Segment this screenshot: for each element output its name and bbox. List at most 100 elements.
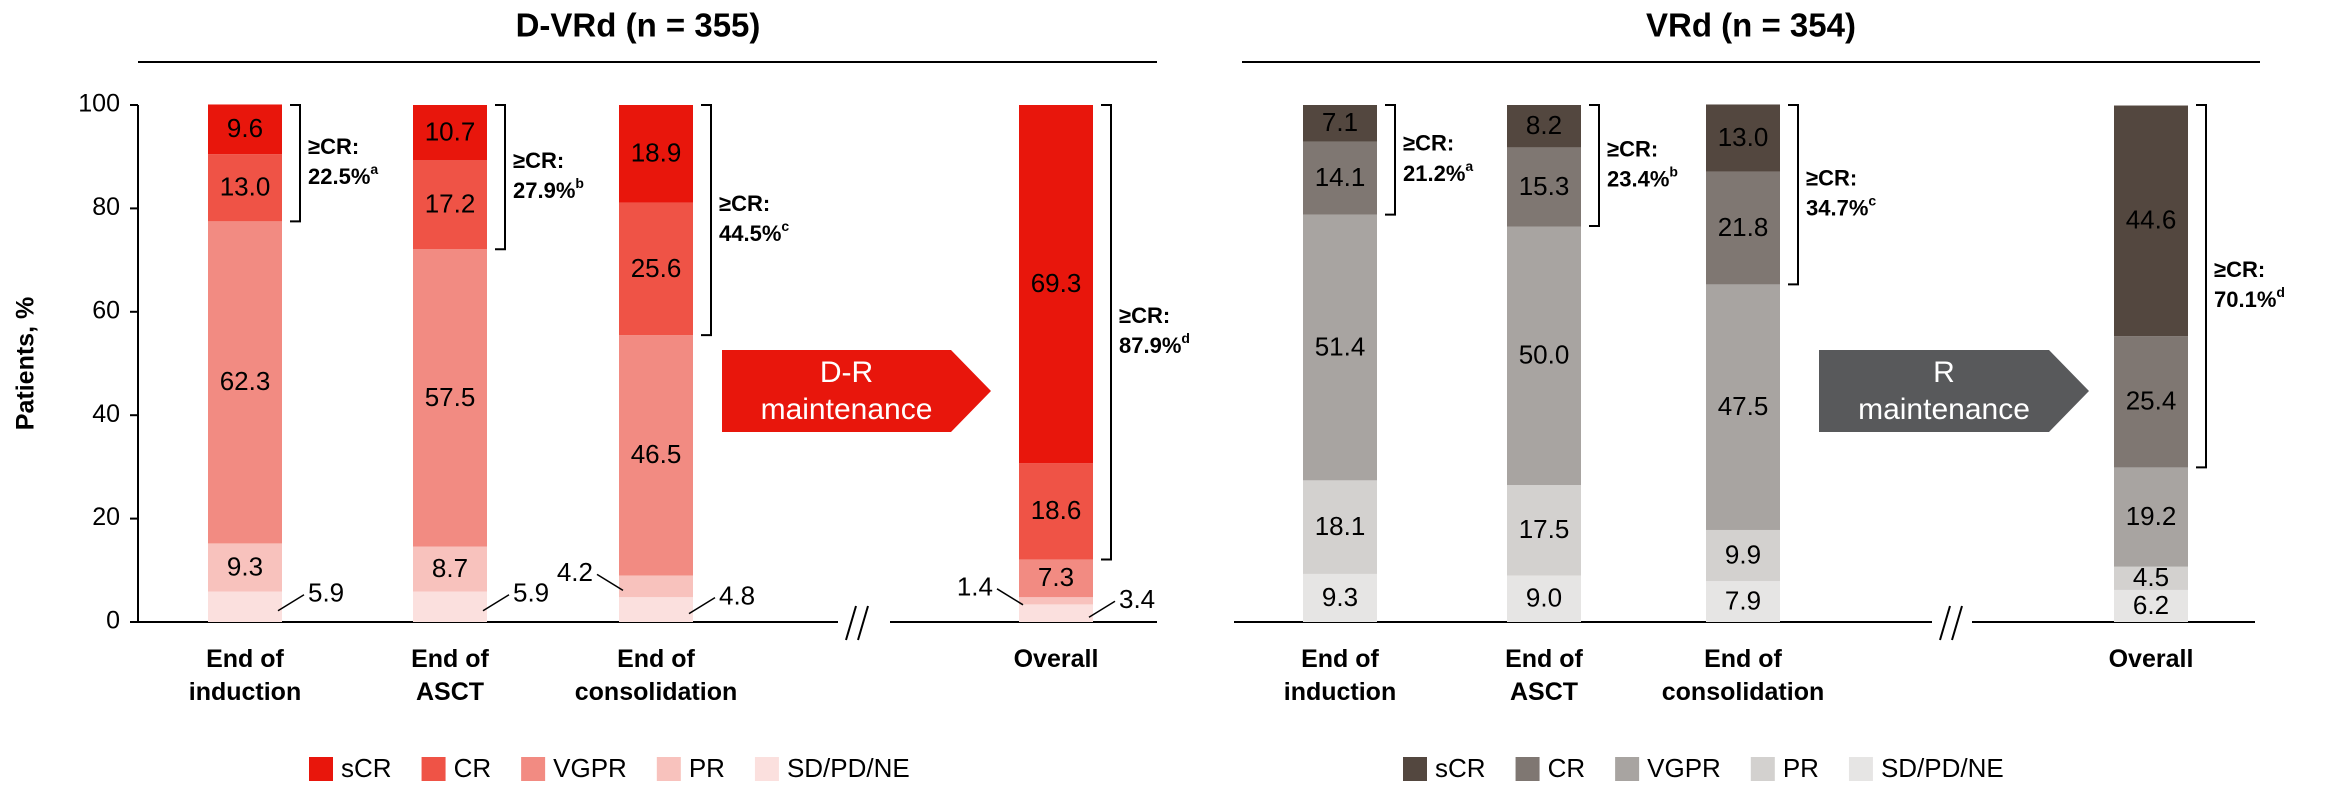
bar-segment [1019, 597, 1093, 605]
bar-segment [1507, 105, 1581, 148]
bar-segment [2114, 589, 2188, 622]
bracket-value: 27.9%b [513, 175, 584, 203]
bar-segment [2114, 467, 2188, 567]
legend-swatch [421, 757, 446, 781]
bracket-value-text: 21.2% [1403, 161, 1465, 186]
x-tick-label-box: End of consolidation [1661, 645, 1825, 706]
bar-segment [413, 591, 487, 622]
bracket-value: 87.9%d [1119, 330, 1190, 358]
data-label: 18.1 [1315, 511, 1366, 541]
data-label: 44.6 [2126, 205, 2177, 235]
data-label: 1.4 [957, 572, 993, 602]
x-tick-label: End of induction [188, 645, 302, 706]
bracket-value: 70.1%d [2214, 284, 2285, 312]
cr-bracket [1589, 104, 1600, 227]
leader-line [596, 573, 624, 591]
y-tick-label: 100 [78, 90, 120, 118]
y-tick-label: 80 [92, 193, 120, 221]
bracket-value-text: 23.4% [1607, 166, 1669, 191]
bracket-label: ≥CR: [1403, 131, 1454, 156]
leader-line [688, 596, 716, 615]
bar-segment [619, 575, 693, 598]
x-tick-label-box: End of induction [1284, 645, 1396, 706]
bracket-label: ≥CR: [2214, 257, 2265, 282]
bracket-value-text: 34.7% [1806, 196, 1868, 221]
chart-title: D-VRd (n = 355) [516, 7, 761, 44]
data-label: 51.4 [1315, 331, 1366, 361]
bracket-value-text: 27.9% [513, 178, 575, 203]
bar-segment [1507, 484, 1581, 576]
legend-swatch [1848, 757, 1873, 781]
data-label: 47.5 [1718, 391, 1769, 421]
legend-label: PR [689, 753, 725, 783]
data-label: 9.9 [1725, 539, 1761, 569]
legend-label: PR [1783, 753, 1819, 783]
bar-segment [208, 591, 282, 622]
legend-swatch [656, 757, 681, 781]
bar-segment [1706, 581, 1780, 622]
bracket-value: 23.4%b [1607, 163, 1678, 191]
cr-bracket [2196, 104, 2207, 469]
bar-segment [208, 221, 282, 544]
data-label: 7.3 [1038, 562, 1074, 592]
x-tick-label-box: End of ASCT [1505, 645, 1583, 706]
maintenance-label: R maintenance [1858, 356, 2030, 426]
data-label: 4.8 [719, 580, 755, 610]
bar-segment [413, 249, 487, 547]
x-tick-label-box: End of induction [188, 645, 302, 706]
footnote-mark: b [1669, 163, 1678, 179]
legend-label: VGPR [553, 753, 627, 783]
x-tick-label: End of consolidation [1661, 645, 1825, 706]
bar-segment [1507, 147, 1581, 227]
data-label: 5.9 [308, 578, 344, 608]
bracket-label: ≥CR: [1607, 136, 1658, 161]
data-label: 17.5 [1519, 514, 1570, 544]
x-tick-label-box: End of ASCT [411, 645, 489, 706]
data-label: 3.4 [1119, 584, 1155, 614]
maintenance-label-box: R maintenance [1858, 356, 2030, 426]
x-tick-label: End of consolidation [574, 645, 738, 706]
cr-bracket [1101, 104, 1112, 561]
legend-swatch [1403, 757, 1427, 781]
bar-segment [1019, 604, 1093, 622]
maintenance-arrow [722, 350, 991, 432]
bar-segment [208, 104, 282, 155]
bracket-value: 44.5%c [719, 218, 789, 246]
axis-break [845, 605, 1963, 641]
bracket-label: ≥CR: [1119, 303, 1170, 328]
legend-label: SD/PD/NE [1881, 753, 2004, 783]
legend-label: sCR [341, 753, 392, 783]
data-label: 13.0 [220, 172, 271, 202]
data-label: 25.6 [631, 253, 682, 283]
bar-segment [1019, 559, 1093, 598]
x-tick-label: Overall [1013, 645, 1099, 673]
footnote-mark: c [1868, 192, 1876, 208]
leader-line [277, 594, 305, 612]
bar-segment [619, 335, 693, 576]
data-label: 18.6 [1031, 495, 1082, 525]
data-label: 46.5 [631, 439, 682, 469]
bar-segment [413, 160, 487, 250]
x-tick-label-box: Overall [2108, 645, 2194, 673]
bar-segment [1303, 573, 1377, 622]
bar-segment [1706, 104, 1780, 172]
legend-label: SD/PD/NE [787, 753, 910, 783]
data-label: 14.1 [1315, 162, 1366, 192]
data-label: 15.3 [1519, 171, 1570, 201]
x-tick-label: Overall [2108, 645, 2194, 673]
bar-segment [1507, 575, 1581, 622]
maintenance-arrow [1819, 350, 2089, 432]
y-axis-label: Patients, % [12, 297, 40, 430]
data-label: 7.9 [1725, 585, 1761, 615]
footnote-mark: d [2276, 284, 2285, 300]
data-label: 9.6 [227, 113, 263, 143]
bracket-label: ≥CR: [1806, 166, 1857, 191]
maintenance-label: D-R maintenance [760, 356, 933, 426]
data-label: 18.9 [631, 138, 682, 168]
bar-segment [1706, 284, 1780, 530]
bracket-value-text: 44.5% [719, 221, 781, 246]
footnote-mark: a [1465, 158, 1473, 174]
bar-segment [1706, 171, 1780, 285]
